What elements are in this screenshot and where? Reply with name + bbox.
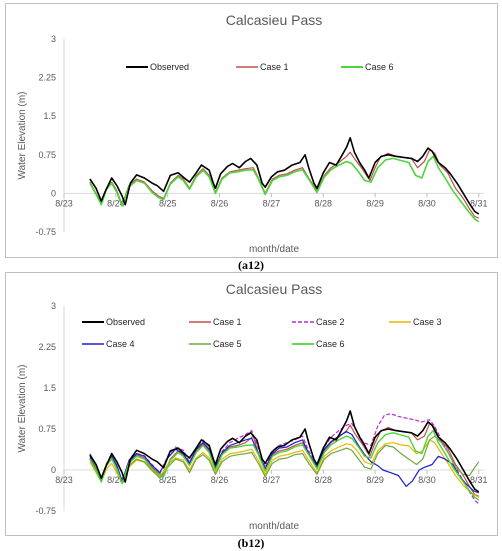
y-axis-title: Water Elevation (m)	[17, 92, 28, 180]
chart-b12-svg: Calcasieu Pass -0.75 0 0.75 1.5 2.25 3 8/23 8/24…	[17, 281, 488, 532]
x-tick-label: 8/27	[263, 198, 281, 208]
legend-label: Observed	[150, 62, 189, 72]
x-tick-label: 8/25	[159, 475, 177, 485]
x-tick-label: 8/31	[470, 198, 488, 208]
legend-label: Case 1	[260, 62, 289, 72]
x-tick-label: 8/29	[366, 475, 384, 485]
y-tick-label: -0.75	[35, 227, 56, 237]
legend-label: Case 1	[213, 317, 242, 327]
y-tick-label: 1.5	[43, 383, 56, 393]
series-line-observed	[89, 137, 480, 215]
x-axis-title: month/date	[249, 244, 299, 255]
legend-label: Case 5	[213, 339, 242, 349]
x-tick-label: 8/29	[366, 198, 384, 208]
legend-label: Case 2	[316, 317, 345, 327]
series-line-case-3	[89, 439, 480, 498]
caption-a12: (a12)	[238, 258, 264, 272]
chart-title: Calcasieu Pass	[226, 12, 323, 28]
chart-title: Calcasieu Pass	[226, 281, 323, 297]
y-tick-label: 3	[51, 34, 56, 44]
x-tick-label: 8/26	[211, 475, 229, 485]
series-line-observed	[89, 410, 480, 493]
y-tick-label: -0.75	[35, 506, 56, 516]
series-line-case-6	[89, 429, 480, 501]
y-tick-label: 0.75	[38, 424, 56, 434]
legend-label: Case 6	[316, 339, 345, 349]
x-tick-label: 8/24	[107, 198, 125, 208]
x-tick-label: 8/23	[55, 198, 73, 208]
y-tick-label: 3	[51, 301, 56, 311]
caption-b12: (b12)	[237, 536, 265, 550]
series-line-case-4	[89, 431, 480, 494]
x-tick-label: 8/23	[55, 475, 73, 485]
chart-panel-b12: Calcasieu Pass -0.75 0 0.75 1.5 2.25 3 8/23 8/24…	[5, 272, 498, 536]
x-tick-label: 8/28	[314, 198, 332, 208]
y-tick-label: 0	[51, 465, 56, 475]
legend-label: Case 3	[413, 317, 442, 327]
series-line-case-1	[89, 149, 480, 219]
x-tick-label: 8/24	[107, 475, 125, 485]
y-tick-label: 2.25	[38, 342, 56, 352]
x-axis-title: month/date	[249, 521, 299, 532]
x-tick-label: 8/30	[418, 475, 436, 485]
x-tick-label: 8/27	[263, 475, 281, 485]
x-tick-label: 8/30	[418, 198, 436, 208]
chart-a12-svg: Calcasieu Pass -0.75 0 0.75 1.5 2.25 3 8/23 8/24…	[17, 12, 488, 255]
x-tick-label: 8/25	[159, 198, 177, 208]
series-line-case-5	[89, 435, 480, 485]
series-line-case-6	[89, 155, 480, 223]
y-tick-label: 1.5	[43, 111, 56, 121]
legend-label: Case 4	[106, 339, 135, 349]
legend-label: Observed	[106, 317, 145, 327]
x-tick-label: 8/26	[211, 198, 229, 208]
chart-panel-a12: Calcasieu Pass -0.75 0 0.75 1.5 2.25 3 8/23 8/24…	[5, 3, 498, 258]
x-tick-label: 8/31	[470, 475, 488, 485]
series-line-case-1	[89, 422, 480, 497]
y-tick-label: 2.25	[38, 73, 56, 83]
legend-label: Case 6	[365, 62, 394, 72]
y-tick-label: 0	[51, 188, 56, 198]
y-tick-label: 0.75	[38, 150, 56, 160]
x-tick-label: 8/28	[314, 475, 332, 485]
y-axis-title: Water Elevation (m)	[17, 365, 28, 453]
